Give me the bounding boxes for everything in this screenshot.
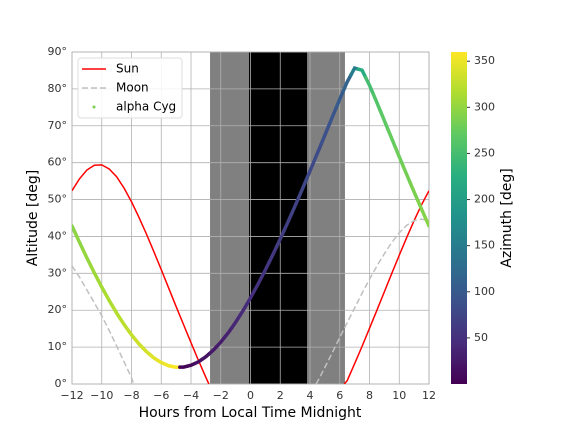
scatter-point	[319, 124, 331, 146]
colorbar-tick-label: 200	[474, 193, 495, 206]
scatter-point	[237, 302, 249, 319]
y-tick-label: 30°	[48, 266, 68, 279]
y-tick-label: 50°	[48, 193, 68, 206]
x-tick-label: 0	[247, 389, 254, 402]
scatter-point	[133, 337, 145, 350]
x-tick-label: 4	[307, 389, 314, 402]
plot-area	[72, 66, 429, 384]
scatter-point	[364, 75, 375, 96]
scatter-point	[111, 305, 123, 321]
scatter-point	[118, 317, 130, 332]
scatter-point	[297, 178, 309, 199]
x-tick-label: −2	[213, 389, 229, 402]
twilight-region	[249, 52, 308, 384]
colorbar-tick-label: 150	[474, 239, 495, 252]
scatter-point	[215, 335, 227, 348]
scatter-point	[274, 229, 286, 249]
colorbar-tick-label: 350	[474, 54, 495, 67]
scatter-point	[356, 67, 368, 80]
x-tick-label: −12	[60, 389, 83, 402]
y-tick-label: 40°	[48, 229, 68, 242]
x-tick-label: 6	[336, 389, 343, 402]
x-tick-label: 8	[366, 389, 373, 402]
x-tick-label: 2	[277, 389, 284, 402]
colorbar-tick-label: 100	[474, 285, 495, 298]
x-tick-label: −6	[153, 389, 169, 402]
legend-label: alpha Cyg	[116, 100, 176, 114]
colorbar	[451, 52, 467, 384]
scatter-point	[401, 163, 413, 186]
legend-label: Moon	[116, 81, 149, 95]
scatter-point	[282, 212, 294, 233]
x-tick-label: −4	[183, 389, 199, 402]
scatter-point	[267, 245, 279, 265]
colorbar-tick-label: 50	[474, 331, 488, 344]
scatter-point	[207, 344, 219, 356]
x-tick-label: 12	[422, 389, 436, 402]
scatter-point	[96, 278, 108, 296]
y-tick-label: 20°	[48, 303, 68, 316]
scatter-point	[245, 289, 256, 307]
scatter-point	[393, 145, 405, 168]
legend-marker	[92, 105, 96, 109]
scatter-point	[103, 292, 115, 309]
y-tick-label: 0°	[55, 377, 68, 390]
scatter-point	[408, 181, 420, 203]
x-axis-label: Hours from Local Time Midnight	[139, 405, 362, 421]
plot-frame	[71, 51, 430, 385]
scatter-point	[81, 248, 93, 268]
y-tick-label: 90°	[48, 45, 68, 58]
y-axis-label: Altitude [deg]	[25, 170, 41, 266]
scatter-point	[126, 327, 137, 342]
scatter-point	[378, 109, 390, 132]
colorbar-label: Azimuth [deg]	[499, 168, 515, 267]
scatter-point	[222, 325, 234, 340]
y-tick-label: 10°	[48, 340, 68, 353]
scatter-point	[341, 73, 353, 93]
scatter-point	[259, 260, 271, 279]
scatter-point	[416, 198, 428, 220]
y-tick-label: 60°	[48, 156, 68, 169]
scatter-point	[304, 160, 316, 182]
x-tick-label: −10	[90, 389, 113, 402]
scatter-point	[386, 127, 398, 150]
colorbar-tick-label: 300	[474, 100, 495, 113]
line-series	[72, 218, 429, 384]
legend-label: Sun	[116, 62, 139, 76]
scatter-point	[289, 195, 301, 216]
colorbar-tick-label: 250	[474, 146, 495, 159]
scatter-point	[252, 275, 264, 293]
scatter-point	[230, 314, 242, 330]
scatter-point	[326, 106, 338, 128]
scatter-point	[311, 142, 323, 164]
legend-box	[77, 57, 183, 119]
y-tick-label: 80°	[48, 82, 68, 95]
x-tick-label: 10	[392, 389, 406, 402]
scatter-point	[371, 92, 383, 114]
scatter-point	[73, 232, 85, 252]
scatter-point	[88, 263, 100, 282]
scatter-point	[334, 88, 346, 110]
scatter-point	[423, 215, 429, 228]
x-tick-label: −8	[123, 389, 139, 402]
y-tick-label: 70°	[48, 119, 68, 132]
